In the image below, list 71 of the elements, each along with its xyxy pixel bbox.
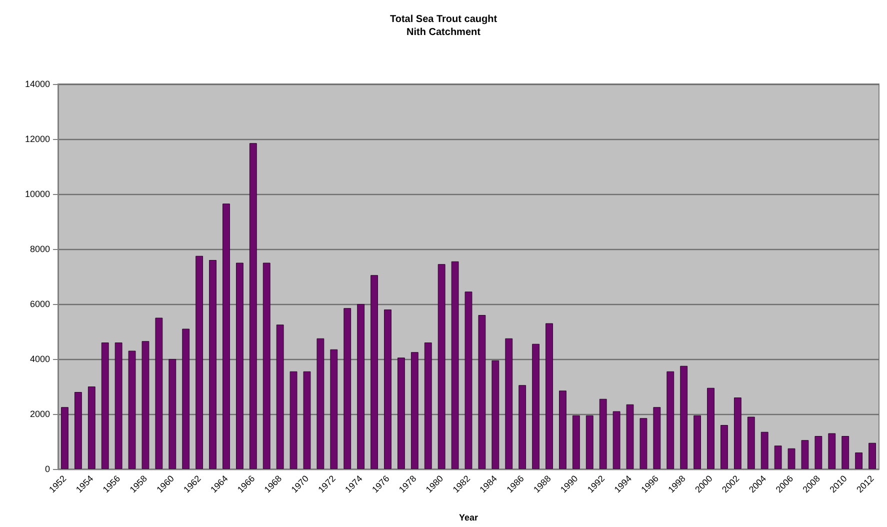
bar [464,292,472,469]
bar [222,204,230,469]
bar [101,342,109,469]
bar [774,446,782,469]
bar [330,349,338,469]
bar [707,388,714,469]
bar [114,342,122,469]
bar [801,440,809,469]
bar [370,275,378,469]
bar [518,385,526,469]
bar [788,448,796,469]
bar [410,352,418,469]
bar [572,415,580,469]
bar [747,416,755,469]
bar [384,310,392,469]
y-tick-label: 8000 [30,244,50,254]
bar [599,398,607,469]
bar [760,432,768,469]
bar [855,452,863,469]
bar [74,392,82,469]
y-tick-label: 6000 [30,299,50,309]
bar [868,442,876,469]
y-tick-label: 10000 [24,189,50,199]
bar [438,264,446,469]
bar [236,262,244,469]
bar [276,324,284,469]
bar [303,371,311,469]
bar [828,433,836,469]
bar [842,436,850,469]
bar [559,390,566,469]
bar [61,407,68,469]
bar [398,358,405,469]
bar [492,360,500,469]
bar [155,318,163,469]
bar [694,415,702,469]
bar [142,341,150,469]
y-tick-label: 14000 [24,79,50,89]
x-axis-title: Year [458,512,478,522]
bar [290,371,298,469]
bar [532,344,540,469]
bar [182,328,190,469]
bar [262,262,270,469]
bar [196,256,204,469]
bar [424,342,432,469]
bar [734,398,742,469]
bar [505,338,513,469]
bar [344,308,352,469]
bar [316,338,324,469]
bar [88,386,96,469]
bar [653,407,661,469]
y-tick-label: 12000 [24,134,50,144]
bar [586,415,594,469]
bar [128,350,136,469]
y-tick-label: 0 [44,464,50,474]
bar [680,366,688,469]
bar [814,436,822,469]
bar [168,359,176,469]
bar [640,418,648,469]
bar [209,260,216,469]
y-tick-label: 2000 [30,409,50,419]
bar [612,411,620,469]
bar [626,404,634,469]
bar [478,315,486,469]
bar [720,425,728,469]
y-tick-label: 4000 [30,354,50,364]
bar [546,323,553,469]
bar [249,143,257,469]
chart-title: Total Sea Trout caught Nith Catchment [390,14,498,38]
bar [357,304,365,469]
bar [451,261,459,469]
bar [666,371,674,469]
